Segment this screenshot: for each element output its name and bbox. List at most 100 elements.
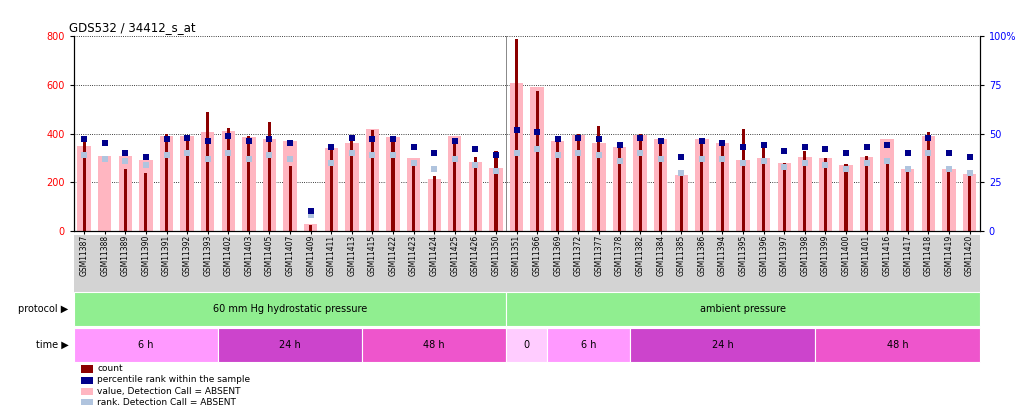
Point [487, 152, 504, 158]
Bar [803, 151, 806, 231]
Point [364, 136, 381, 143]
Point [405, 144, 422, 151]
Bar [921, 136, 935, 231]
Bar [696, 139, 709, 231]
Text: 60 mm Hg hydrostatic pressure: 60 mm Hg hydrostatic pressure [213, 304, 367, 314]
Point [426, 165, 442, 172]
Text: 48 h: 48 h [424, 340, 445, 350]
Point [364, 152, 381, 158]
Point [405, 160, 422, 166]
Bar [362, 328, 506, 362]
Bar [633, 135, 646, 231]
Point [879, 158, 896, 164]
Point [344, 150, 360, 156]
Bar [345, 143, 358, 231]
Bar [119, 156, 132, 231]
Text: 6 h: 6 h [139, 340, 154, 350]
Bar [962, 174, 976, 231]
Bar [597, 126, 600, 231]
Bar [78, 146, 91, 231]
Bar [536, 91, 539, 231]
Bar [638, 134, 641, 231]
Bar [742, 129, 745, 231]
Point [796, 144, 813, 151]
Point [117, 150, 133, 156]
Point [961, 169, 978, 176]
Point [694, 138, 710, 145]
Text: protocol ▶: protocol ▶ [18, 304, 69, 314]
Point [262, 152, 278, 158]
Bar [365, 129, 380, 231]
Bar [324, 148, 338, 231]
Point [76, 152, 92, 158]
Text: rank, Detection Call = ABSENT: rank, Detection Call = ABSENT [97, 398, 236, 405]
Point [303, 208, 319, 215]
Bar [844, 164, 847, 231]
Bar [778, 163, 791, 231]
Point [920, 150, 937, 156]
Bar [350, 135, 353, 231]
Bar [469, 162, 482, 231]
Point [199, 138, 215, 145]
Point [282, 156, 299, 162]
Bar [613, 147, 626, 231]
Point [611, 142, 628, 149]
Point [817, 162, 833, 168]
Bar [824, 158, 827, 231]
Point [879, 142, 896, 149]
Bar [592, 143, 605, 231]
Point [158, 152, 174, 158]
Bar [309, 225, 312, 231]
Bar [495, 151, 498, 231]
Bar [268, 122, 271, 231]
Point [611, 158, 628, 164]
Point [179, 134, 195, 141]
Point [262, 136, 278, 143]
Point [96, 156, 113, 162]
Bar [181, 136, 194, 231]
Point [550, 136, 566, 143]
Bar [506, 328, 548, 362]
Bar [489, 168, 503, 231]
Bar [186, 140, 189, 231]
Point [508, 126, 524, 133]
Point [508, 150, 524, 156]
Point [487, 167, 504, 174]
Bar [901, 169, 914, 231]
Point [426, 150, 442, 156]
Bar [124, 169, 127, 231]
Bar [329, 146, 332, 231]
Point [446, 156, 463, 162]
Bar [412, 160, 416, 231]
Text: 24 h: 24 h [279, 340, 301, 350]
Point [221, 150, 237, 156]
Point [96, 140, 113, 147]
Point [199, 156, 215, 162]
Bar [577, 134, 580, 231]
Bar [74, 328, 218, 362]
Point [714, 140, 731, 147]
Point [385, 136, 401, 143]
Bar [880, 139, 894, 231]
Bar [839, 165, 853, 231]
Point [859, 160, 875, 166]
Point [755, 158, 772, 164]
Bar [865, 156, 868, 231]
Bar [819, 158, 832, 231]
Point [900, 165, 916, 172]
Bar [571, 135, 585, 231]
Bar [556, 140, 559, 231]
Bar [506, 292, 980, 326]
Point [179, 150, 195, 156]
Bar [515, 39, 518, 231]
Bar [392, 136, 395, 231]
Point [653, 156, 669, 162]
Point [591, 136, 607, 143]
Point [776, 164, 792, 170]
Point [591, 152, 607, 158]
Bar [757, 158, 771, 231]
Point [446, 138, 463, 145]
Bar [630, 328, 815, 362]
Point [570, 150, 587, 156]
Bar [448, 136, 462, 231]
